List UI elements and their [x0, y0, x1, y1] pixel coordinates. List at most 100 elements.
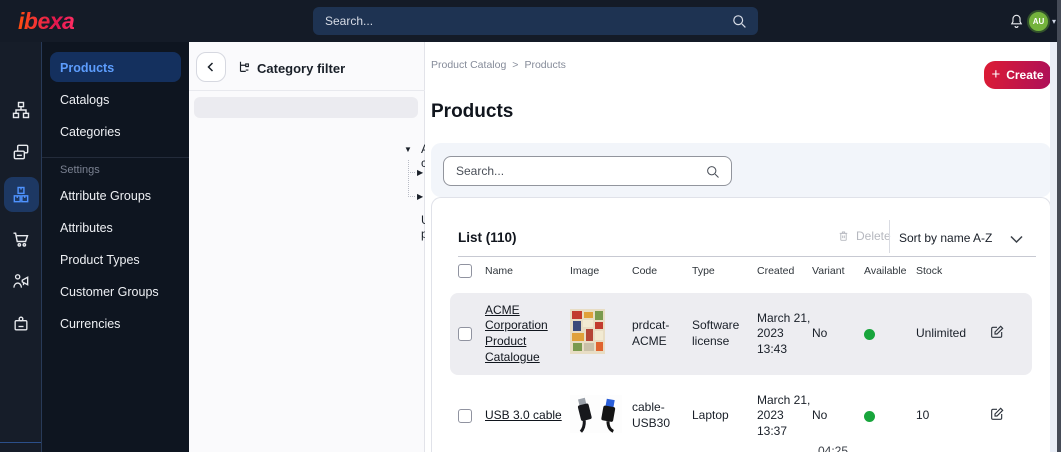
- clipped-row-text: 04:25: [818, 444, 849, 452]
- edit-icon: [991, 407, 1004, 420]
- select-all-checkbox[interactable]: [458, 264, 472, 278]
- panel-divider: [189, 90, 425, 91]
- product-name-link[interactable]: ACME Corporation Product Catalogue: [485, 302, 548, 364]
- ibexa-logo[interactable]: ibexa: [18, 8, 75, 34]
- sidebar-item-customer-groups[interactable]: Customer Groups: [60, 285, 159, 299]
- edit-button[interactable]: [989, 324, 1005, 343]
- product-thumbnail: [570, 309, 632, 359]
- product-list-card: List (110) Delete Sort by name A-Z Name …: [431, 197, 1051, 452]
- sort-dropdown[interactable]: Sort by name A-Z: [899, 231, 993, 245]
- icon-rail: [0, 42, 42, 452]
- delete-button[interactable]: Delete: [837, 229, 891, 243]
- breadcrumb-separator: >: [512, 59, 519, 71]
- caret-right-icon[interactable]: ▶: [417, 192, 424, 201]
- sidebar-menu: Products Catalogs Categories Settings At…: [42, 42, 189, 452]
- sidebar-active-pill: [50, 52, 181, 82]
- list-divider: [458, 256, 1036, 257]
- col-type: Type: [692, 265, 715, 277]
- global-search-input[interactable]: [313, 14, 731, 28]
- toolbar-divider: [889, 220, 890, 253]
- col-stock: Stock: [916, 265, 943, 277]
- list-count-title: List (110): [458, 230, 517, 245]
- cart-icon[interactable]: [11, 229, 31, 249]
- plus-icon: +: [991, 66, 1001, 83]
- content-tree-icon[interactable]: [11, 100, 31, 120]
- sidebar-item-product-types[interactable]: Product Types: [60, 253, 140, 267]
- table-row: USB 3.0 cable cable-USB30 Laptop March 2…: [450, 375, 1032, 452]
- create-button-label: Create: [1006, 68, 1044, 82]
- pages-icon[interactable]: [11, 142, 31, 162]
- sidebar-item-catalogs[interactable]: Catalogs: [60, 93, 110, 107]
- available-status-dot: [864, 328, 875, 340]
- product-name-link[interactable]: USB 3.0 cable: [485, 408, 562, 423]
- table-header: Name Image Code Type Created Variant Ava…: [450, 264, 1032, 278]
- rail-active-highlight: [4, 177, 39, 212]
- col-name: Name: [485, 265, 514, 277]
- product-code: prdcat-ACME: [632, 318, 670, 348]
- search-panel: [431, 143, 1051, 197]
- breadcrumb: Product Catalog > Products: [431, 59, 566, 71]
- create-button[interactable]: + Create: [984, 61, 1051, 89]
- caret-right-icon[interactable]: ▶: [417, 168, 424, 177]
- badge-icon[interactable]: [11, 314, 31, 334]
- user-menu-caret-icon[interactable]: ▾: [1052, 17, 1057, 26]
- chevron-left-icon: [207, 62, 214, 72]
- row-checkbox[interactable]: [458, 409, 472, 423]
- breadcrumb-products[interactable]: Products: [524, 59, 566, 71]
- edit-icon: [991, 325, 1004, 338]
- col-available: Available: [864, 265, 907, 277]
- breadcrumb-product-catalog[interactable]: Product Catalog: [431, 59, 507, 71]
- col-created: Created: [757, 265, 795, 277]
- user-avatar[interactable]: AU: [1027, 10, 1050, 33]
- sidebar-item-attributes[interactable]: Attributes: [60, 221, 113, 235]
- rail-divider: [0, 442, 41, 443]
- edit-button[interactable]: [989, 406, 1005, 425]
- main-content: Product Catalog > Products + Create Prod…: [425, 42, 1061, 452]
- collapse-panel-button[interactable]: [196, 52, 226, 82]
- table-row: ACME Corporation Product Catalogue prdca…: [450, 293, 1032, 375]
- product-created: March 21, 2023 13:43: [757, 310, 811, 356]
- product-type: Software license: [692, 318, 740, 348]
- sidebar-item-attribute-groups[interactable]: Attribute Groups: [60, 189, 152, 203]
- product-search: [443, 156, 732, 186]
- tree-connector: [408, 172, 415, 173]
- available-status-dot: [864, 410, 875, 422]
- row-checkbox[interactable]: [458, 327, 472, 341]
- chevron-down-icon[interactable]: [1010, 231, 1023, 249]
- sidebar-section-settings: Settings: [60, 164, 100, 176]
- sidebar-item-categories[interactable]: Categories: [60, 125, 121, 139]
- col-variant: Variant: [812, 265, 845, 277]
- product-created: March 21, 2023 13:37: [757, 392, 811, 438]
- product-stock: Unlimited: [916, 326, 967, 341]
- page-title: Products: [431, 101, 514, 122]
- search-icon: [707, 165, 719, 178]
- product-stock: 10: [916, 408, 930, 423]
- sidebar-item-products[interactable]: Products: [60, 61, 115, 75]
- col-code: Code: [632, 265, 658, 277]
- search-icon: [733, 15, 746, 28]
- product-thumbnail: [570, 394, 632, 438]
- sidebar-item-currencies[interactable]: Currencies: [60, 317, 121, 331]
- customers-icon[interactable]: [11, 271, 31, 291]
- trash-icon: [839, 231, 848, 241]
- top-bar: ibexa AU ▾: [0, 0, 1061, 42]
- tree-item-all-categories[interactable]: [194, 97, 418, 118]
- sidebar-divider: [42, 157, 189, 158]
- delete-button-label: Delete: [856, 229, 891, 243]
- product-type: Laptop: [692, 408, 729, 423]
- caret-down-icon[interactable]: ▼: [404, 145, 412, 154]
- scrollbar-thumb[interactable]: [1057, 0, 1061, 452]
- notifications-bell-icon[interactable]: [1008, 12, 1025, 35]
- product-variant: No: [812, 326, 828, 341]
- tree-connector: [408, 160, 409, 197]
- category-tree-icon: [237, 60, 251, 79]
- scrollbar-track: [1050, 42, 1057, 452]
- col-image: Image: [570, 265, 600, 277]
- category-filter-panel: Category filter ▼ All categories ▶ Tag_0…: [189, 42, 498, 452]
- category-filter-title: Category filter: [257, 61, 346, 76]
- product-variant: No: [812, 408, 828, 423]
- products-icon[interactable]: [11, 185, 31, 205]
- tree-connector: [408, 196, 415, 197]
- product-search-input[interactable]: [444, 164, 705, 178]
- product-code: cable-USB30: [632, 400, 671, 430]
